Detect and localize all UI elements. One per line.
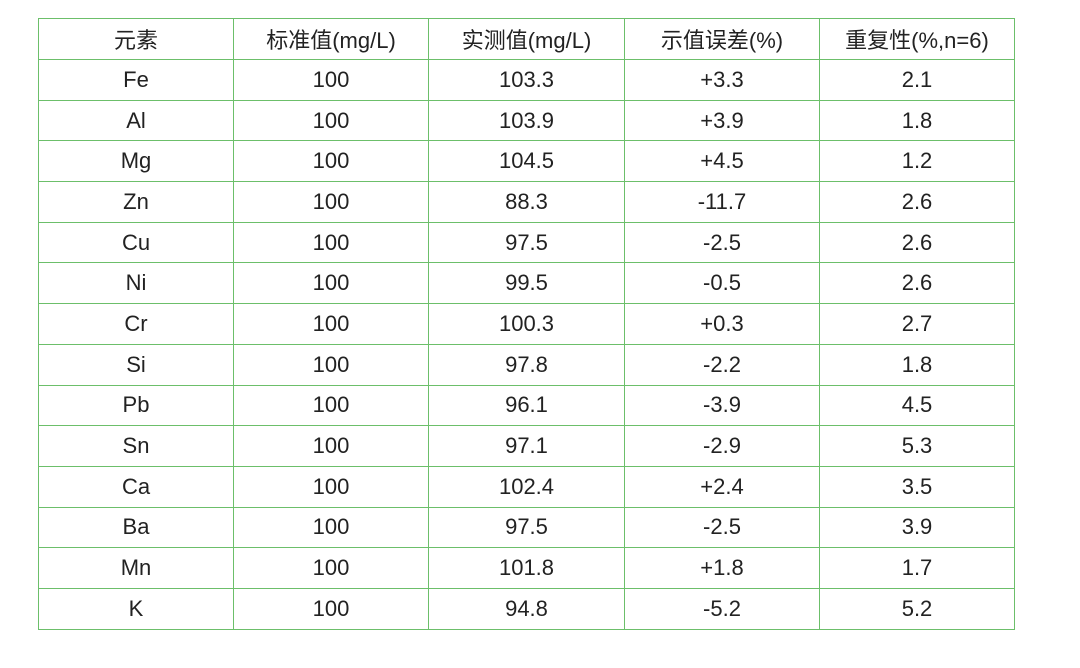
header-cell: 重复性(%,n=6) (819, 18, 1015, 60)
table-cell: 103.9 (428, 99, 625, 142)
table-cell: 2.1 (819, 59, 1015, 101)
table-row: Ba 100 97.5 -2.5 3.9 (38, 506, 1015, 549)
table-cell: +4.5 (624, 140, 820, 183)
table-cell: 94.8 (428, 587, 625, 630)
table-cell: 4.5 (819, 384, 1015, 427)
table-cell: +1.8 (624, 547, 820, 589)
table-cell: 97.5 (428, 506, 625, 549)
table-cell: -2.5 (624, 506, 820, 549)
table-cell: 100 (233, 587, 429, 630)
table-cell: 2.6 (819, 262, 1015, 305)
table-cell: 100 (233, 425, 429, 467)
table-cell: Sn (38, 425, 234, 467)
table-cell: 2.7 (819, 303, 1015, 345)
table-cell: 100 (233, 99, 429, 142)
table-cell: 100 (233, 384, 429, 427)
header-cell: 示值误差(%) (624, 18, 820, 60)
header-row: 元素 标准值(mg/L) 实测值(mg/L) 示值误差(%) 重复性(%,n=6) (38, 18, 1015, 60)
table-cell: 103.3 (428, 59, 625, 101)
table-cell: 1.2 (819, 140, 1015, 183)
table-cell: 100 (233, 506, 429, 549)
table-cell: Pb (38, 384, 234, 427)
table-cell: 100 (233, 221, 429, 264)
table-cell: Mn (38, 547, 234, 589)
table-cell: Al (38, 99, 234, 142)
table-cell: 100 (233, 262, 429, 305)
table-cell: +3.9 (624, 99, 820, 142)
table-cell: Si (38, 343, 234, 386)
table-cell: -2.5 (624, 221, 820, 264)
table-cell: 1.8 (819, 99, 1015, 142)
header-cell: 标准值(mg/L) (233, 18, 429, 60)
table-cell: 2.6 (819, 221, 1015, 264)
table-cell: K (38, 587, 234, 630)
table-row: Si 100 97.8 -2.2 1.8 (38, 343, 1015, 386)
table-cell: Mg (38, 140, 234, 183)
table-cell: 100 (233, 465, 429, 508)
table-header: 元素 标准值(mg/L) 实测值(mg/L) 示值误差(%) 重复性(%,n=6) (38, 18, 1015, 60)
table-row: Fe 100 103.3 +3.3 2.1 (38, 59, 1015, 101)
table-cell: Ca (38, 465, 234, 508)
table-cell: Zn (38, 181, 234, 223)
table-cell: Cu (38, 221, 234, 264)
table-cell: 97.8 (428, 343, 625, 386)
table-cell: 99.5 (428, 262, 625, 305)
table-cell: +3.3 (624, 59, 820, 101)
table-cell: +0.3 (624, 303, 820, 345)
table-cell: -0.5 (624, 262, 820, 305)
table-cell: -5.2 (624, 587, 820, 630)
table-row: Zn 100 88.3 -11.7 2.6 (38, 181, 1015, 223)
table-cell: -3.9 (624, 384, 820, 427)
table-cell: 100 (233, 59, 429, 101)
table-body: Fe 100 103.3 +3.3 2.1 Al 100 103.9 +3.9 1.8 Mg 100 1… (38, 59, 1015, 630)
table-cell: 2.6 (819, 181, 1015, 223)
table-cell: 5.3 (819, 425, 1015, 467)
table-row: Cr 100 100.3 +0.3 2.7 (38, 303, 1015, 345)
table-cell: 97.1 (428, 425, 625, 467)
table-row: Cu 100 97.5 -2.5 2.6 (38, 221, 1015, 264)
table-cell: 100 (233, 343, 429, 386)
table-row: Sn 100 97.1 -2.9 5.3 (38, 425, 1015, 467)
table-cell: 100.3 (428, 303, 625, 345)
table-cell: 3.5 (819, 465, 1015, 508)
table-cell: Cr (38, 303, 234, 345)
table-row: Al 100 103.9 +3.9 1.8 (38, 99, 1015, 142)
data-table: 元素 标准值(mg/L) 实测值(mg/L) 示值误差(%) 重复性(%,n=6) Fe… (38, 18, 1015, 630)
table-cell: 1.7 (819, 547, 1015, 589)
table-cell: 100 (233, 140, 429, 183)
table-cell: Ni (38, 262, 234, 305)
table-cell: -2.2 (624, 343, 820, 386)
table-cell: Ba (38, 506, 234, 549)
table-row: Ni 100 99.5 -0.5 2.6 (38, 262, 1015, 305)
table-cell: Fe (38, 59, 234, 101)
table-cell: 100 (233, 303, 429, 345)
table-cell: 1.8 (819, 343, 1015, 386)
table-row: Ca 100 102.4 +2.4 3.5 (38, 465, 1015, 508)
table-cell: 5.2 (819, 587, 1015, 630)
table-cell: 3.9 (819, 506, 1015, 549)
table-row: K 100 94.8 -5.2 5.2 (38, 587, 1015, 630)
table-row: Mn 100 101.8 +1.8 1.7 (38, 547, 1015, 589)
table-cell: 100 (233, 547, 429, 589)
table-cell: 97.5 (428, 221, 625, 264)
header-cell: 实测值(mg/L) (428, 18, 625, 60)
table-cell: 88.3 (428, 181, 625, 223)
table-cell: 96.1 (428, 384, 625, 427)
table-cell: 101.8 (428, 547, 625, 589)
table-row: Pb 100 96.1 -3.9 4.5 (38, 384, 1015, 427)
table-cell: -11.7 (624, 181, 820, 223)
header-cell: 元素 (38, 18, 234, 60)
table-cell: 102.4 (428, 465, 625, 508)
table-row: Mg 100 104.5 +4.5 1.2 (38, 140, 1015, 183)
table-cell: 100 (233, 181, 429, 223)
table-cell: 104.5 (428, 140, 625, 183)
table-cell: -2.9 (624, 425, 820, 467)
table-cell: +2.4 (624, 465, 820, 508)
